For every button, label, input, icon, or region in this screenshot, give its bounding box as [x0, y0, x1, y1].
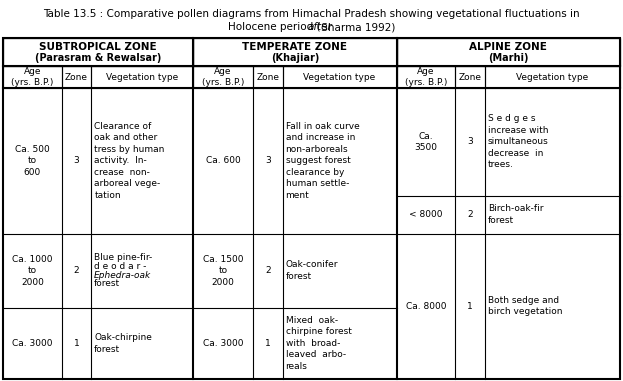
Text: Mixed  oak-
chirpine forest
with  broad-
leaved  arbo-
reals: Mixed oak- chirpine forest with broad- l… [285, 316, 351, 371]
Text: Age
(yrs. B.P.): Age (yrs. B.P.) [405, 67, 447, 87]
Text: Oak-conifer
forest: Oak-conifer forest [285, 260, 338, 281]
Text: Ca.
3500: Ca. 3500 [414, 131, 437, 152]
Bar [193, 38, 397, 66]
Text: Clearance of
oak and other
tress by human
activity.  In-
crease  non-
arboreal v: Clearance of oak and other tress by huma… [94, 122, 164, 200]
Text: Both sedge and
birch vegetation: Both sedge and birch vegetation [488, 296, 563, 317]
Text: Age
(yrs. B.P.): Age (yrs. B.P.) [11, 67, 54, 87]
Bar [62, 66, 91, 88]
Text: Ca. 500
to
600: Ca. 500 to 600 [15, 145, 50, 177]
Bar [397, 66, 455, 88]
Text: 3: 3 [74, 156, 79, 165]
Text: Age
(yrs. B.P.): Age (yrs. B.P.) [202, 67, 244, 87]
Text: 3: 3 [467, 137, 473, 146]
Text: Vegetation type: Vegetation type [303, 72, 376, 82]
Text: Sharma 1992): Sharma 1992) [318, 22, 396, 32]
Text: 2: 2 [74, 266, 79, 275]
Text: 3: 3 [265, 156, 270, 165]
Text: Ca. 1500
to
2000: Ca. 1500 to 2000 [202, 255, 243, 287]
Text: d e o d a r -: d e o d a r - [94, 262, 146, 271]
Bar [485, 66, 620, 88]
Text: 1: 1 [265, 339, 270, 348]
Text: Fall in oak curve
and increase in
non-arboreals
suggest forest
clearance by
huma: Fall in oak curve and increase in non-ar… [285, 122, 359, 200]
Text: < 8000: < 8000 [409, 210, 443, 219]
Text: Ephedra-oak: Ephedra-oak [94, 271, 151, 280]
Text: 2: 2 [265, 266, 270, 275]
Text: Ca. 600: Ca. 600 [206, 156, 240, 165]
Text: Ca. 3000: Ca. 3000 [202, 339, 243, 348]
Text: after: after [307, 22, 332, 32]
Text: Ca. 3000: Ca. 3000 [12, 339, 52, 348]
Bar [3, 66, 62, 88]
Bar [3, 38, 193, 66]
Text: TEMPERATE ZONE: TEMPERATE ZONE [242, 42, 348, 52]
Bar [91, 66, 193, 88]
Text: Ca. 8000: Ca. 8000 [406, 302, 446, 311]
Text: (Marhi): (Marhi) [488, 53, 528, 63]
Text: Table 13.5 : Comparative pollen diagrams from Himachal Pradesh showing vegetatio: Table 13.5 : Comparative pollen diagrams… [43, 9, 580, 19]
Bar [455, 66, 485, 88]
Text: 1: 1 [74, 339, 79, 348]
Text: Birch-oak-fir
forest: Birch-oak-fir forest [488, 204, 543, 225]
Bar [3, 38, 620, 379]
Text: forest: forest [94, 279, 120, 288]
Text: ALPINE ZONE: ALPINE ZONE [469, 42, 547, 52]
Text: Vegetation type: Vegetation type [516, 72, 589, 82]
Text: (Khajiar): (Khajiar) [270, 53, 319, 63]
Text: 2: 2 [467, 210, 473, 219]
Text: 1: 1 [467, 302, 473, 311]
Text: Ca. 1000
to
2000: Ca. 1000 to 2000 [12, 255, 52, 287]
Bar [253, 66, 282, 88]
Text: SUBTROPICAL ZONE: SUBTROPICAL ZONE [39, 42, 157, 52]
Text: S e d g e s
increase with
simultaneous
decrease  in
trees.: S e d g e s increase with simultaneous d… [488, 114, 549, 169]
Text: Vegetation type: Vegetation type [106, 72, 178, 82]
Text: Oak-chirpine
forest: Oak-chirpine forest [94, 333, 152, 354]
Text: Zone: Zone [65, 72, 88, 82]
Text: (Parasram & Rewalsar): (Parasram & Rewalsar) [35, 53, 161, 63]
Text: Zone: Zone [256, 72, 279, 82]
Bar [397, 38, 620, 66]
Text: Holocene period (: Holocene period ( [228, 22, 320, 32]
Bar [282, 66, 397, 88]
Bar [193, 66, 253, 88]
Text: Blue pine-fir-: Blue pine-fir- [94, 253, 153, 262]
Text: Zone: Zone [459, 72, 482, 82]
